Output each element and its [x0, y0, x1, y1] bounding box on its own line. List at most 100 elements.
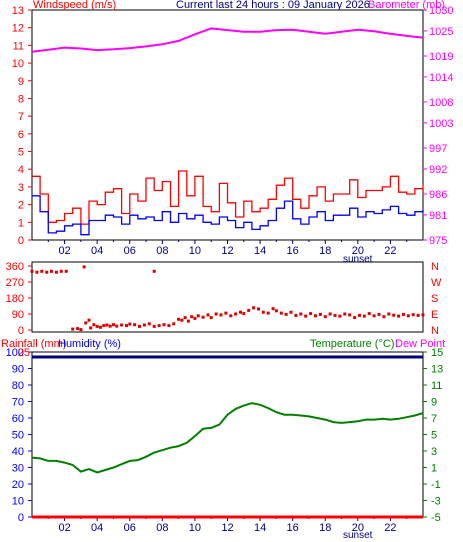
top-x-tick-label: 16	[287, 245, 299, 257]
sunset-label-bottom: sunset	[343, 530, 373, 541]
bottom-x-tick-label: 12	[221, 522, 233, 534]
direction-point	[229, 314, 233, 318]
wind-y-tick-label: 4	[18, 164, 24, 176]
bottom-panel-frame	[31, 351, 424, 518]
temperature-label: Temperature (°C)	[310, 338, 394, 350]
bottom-x-tick-label: 22	[384, 522, 396, 534]
humidity-y-tick-label: 50	[12, 430, 24, 442]
bottom-x-tick-label: 04	[91, 522, 103, 534]
top-x-tick-label: 08	[156, 245, 168, 257]
temperature-y-tick-label: 1	[431, 463, 437, 475]
direction-point	[76, 327, 80, 331]
wind-y-tick-label: 10	[12, 58, 24, 70]
direction-point	[172, 322, 176, 326]
direction-point	[333, 313, 337, 317]
dewpoint-label: Dew Point	[395, 338, 445, 350]
direction-point	[79, 328, 83, 332]
temperature-y-tick-label: 15	[431, 347, 443, 359]
barometer-y-tick-label: 981	[429, 210, 447, 222]
direction-point	[50, 269, 53, 273]
direction-point	[142, 323, 146, 327]
direction-point	[128, 322, 132, 326]
direction-point	[397, 314, 401, 318]
direction-point	[372, 314, 376, 318]
humidity-y-tick-label: 0	[18, 512, 24, 524]
direction-point	[318, 312, 322, 316]
direction-point	[82, 265, 86, 269]
direction-point	[377, 312, 381, 316]
direction-point	[180, 318, 184, 322]
wind-y-tick-label: 5	[18, 147, 24, 159]
humidity-y-tick-label: 20	[12, 479, 24, 491]
direction-point	[157, 324, 161, 328]
direction-point	[338, 314, 342, 318]
top-x-tick-label: 20	[352, 245, 364, 257]
windspeed-label: Windspeed (m/s)	[33, 0, 116, 11]
direction-point	[239, 310, 242, 314]
direction-point	[98, 325, 102, 329]
direction-point	[59, 269, 63, 273]
direction-point	[40, 269, 44, 273]
direction-point	[358, 313, 361, 317]
direction-point	[343, 312, 347, 316]
humidity-label: Humidity (%)	[58, 338, 121, 350]
direction-point	[362, 314, 366, 318]
top-x-tick-label: 14	[254, 245, 266, 257]
direction-y-tick-label: 90	[12, 309, 24, 321]
bottom-x-tick-label: 06	[124, 522, 136, 534]
direction-point	[108, 324, 112, 328]
direction-point	[387, 312, 391, 316]
direction-point	[219, 313, 223, 317]
temperature-y-tick-label: 9	[431, 397, 437, 409]
barometer-y-tick-label: 1030	[429, 5, 453, 17]
direction-point	[242, 312, 246, 316]
direction-point	[71, 327, 75, 331]
humidity-y-tick-label: 90	[12, 364, 24, 376]
direction-point	[115, 324, 119, 328]
direction-point	[120, 323, 124, 327]
bottom-x-tick-label: 14	[254, 522, 266, 534]
humidity-y-tick-label: 70	[12, 397, 24, 409]
direction-point	[95, 324, 99, 328]
bottom-x-tick-label: 08	[156, 522, 168, 534]
humidity-y-tick-label: 40	[12, 446, 24, 458]
direction-point	[257, 307, 260, 311]
direction-point	[348, 313, 352, 317]
direction-point	[234, 312, 238, 316]
direction-point	[314, 314, 317, 318]
rainfall-y-tick-label: 25	[18, 347, 30, 359]
direction-y-tick-label: 360	[6, 261, 24, 273]
direction-point	[147, 322, 151, 326]
wind-y-tick-label: 11	[13, 40, 24, 52]
wind-gust-series-line	[32, 170, 424, 225]
direction-point	[183, 316, 187, 320]
top-x-tick-label: 06	[124, 245, 136, 257]
direction-point	[112, 323, 115, 327]
bottom-x-tick-label: 10	[189, 522, 201, 534]
barometer-y-tick-label: 1014	[429, 72, 453, 84]
direction-point	[261, 310, 265, 314]
direction-point	[152, 324, 156, 328]
direction-point	[209, 316, 213, 320]
barometer-y-tick-label: 997	[429, 143, 447, 155]
direction-point	[30, 269, 34, 273]
wind-y-tick-label: 2	[18, 200, 24, 212]
direction-point	[406, 314, 410, 318]
direction-point	[309, 312, 313, 316]
direction-point	[247, 308, 251, 312]
direction-point	[193, 316, 197, 320]
humidity-y-tick-label: 60	[12, 413, 24, 425]
top-x-tick-label: 02	[58, 245, 70, 257]
direction-point	[152, 269, 156, 273]
rainfall-label: Rainfall (mm)	[1, 338, 66, 350]
direction-point	[402, 312, 405, 316]
barometer-y-tick-label: 986	[429, 189, 447, 201]
temperature-y-tick-label: 13	[431, 364, 443, 376]
humidity-y-tick-label: 80	[12, 380, 24, 392]
wind-y-tick-label: 6	[18, 129, 24, 141]
direction-point	[133, 323, 137, 327]
wind-y-tick-label: 9	[18, 76, 24, 88]
temperature-y-tick-label: 3	[431, 446, 437, 458]
direction-point	[392, 313, 396, 317]
